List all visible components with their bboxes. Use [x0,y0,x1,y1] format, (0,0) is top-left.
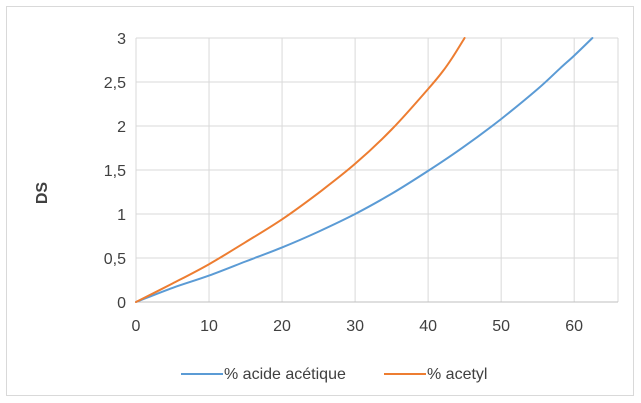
line-chart: 0 10 20 30 40 50 60 0 0,5 1 1,5 2 2,5 3 DS % acide ac… [34,31,619,383]
legend: % acide acétique % acetyl [181,366,487,383]
x-tick-label: 30 [346,318,364,335]
series-line-2 [135,37,466,303]
x-tick-label: 40 [419,318,437,335]
series-lines [135,37,594,303]
tick-labels: 0 10 20 30 40 50 60 0 0,5 1 1,5 2 2,5 3 [104,31,583,335]
y-tick-label: 2,5 [104,75,126,92]
x-tick-label: 10 [200,318,218,335]
series-line-1 [135,37,594,303]
x-tick-label: 20 [273,318,291,335]
chart-frame: 0 10 20 30 40 50 60 0 0,5 1 1,5 2 2,5 3 DS % acide ac… [6,6,634,396]
x-tick-label: 60 [565,318,583,335]
y-tick-label: 1,5 [104,163,126,180]
y-tick-label: 0 [117,295,126,312]
y-axis-label: DS [34,182,51,205]
y-tick-label: 0,5 [104,251,126,268]
x-tick-label: 0 [132,318,141,335]
y-tick-label: 2 [117,119,126,136]
legend-label: % acide acétique [224,366,346,383]
y-tick-label: 1 [117,207,126,224]
y-tick-label: 3 [117,31,126,48]
axes [135,38,618,303]
legend-label: % acetyl [427,366,487,383]
grid [136,37,619,302]
x-tick-label: 50 [492,318,510,335]
